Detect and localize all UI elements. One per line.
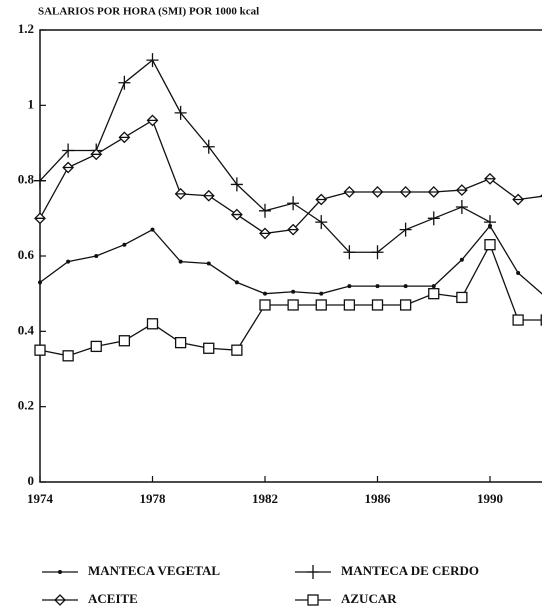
point (230, 177, 243, 192)
series-line (39, 224, 542, 295)
point (62, 143, 75, 158)
y-tick-label: 0.8 (18, 172, 35, 187)
point (34, 173, 46, 188)
point (399, 222, 412, 237)
point (202, 139, 215, 154)
point (455, 184, 468, 197)
point (399, 299, 412, 311)
point (319, 291, 324, 296)
point (343, 186, 356, 198)
point (146, 53, 159, 68)
point (427, 211, 440, 226)
point (259, 203, 271, 218)
plot-frame (39, 29, 542, 483)
y-tick-label: 0.4 (18, 322, 35, 337)
series-line (39, 59, 491, 253)
x-tick-label: 1978 (140, 491, 167, 506)
point (459, 257, 464, 262)
y-tick-label: 0 (28, 473, 35, 488)
point (259, 227, 271, 240)
point (150, 227, 155, 232)
point (315, 215, 328, 230)
legend-label: MANTECA VEGETAL (88, 563, 220, 578)
x-tick-label: 1986 (365, 491, 392, 506)
point (202, 189, 215, 202)
point (34, 212, 46, 225)
point (343, 245, 356, 260)
point (427, 186, 440, 198)
point (174, 336, 187, 349)
point (512, 193, 525, 206)
series-line (39, 119, 542, 235)
y-tick-label: 1 (28, 96, 35, 111)
point (287, 299, 299, 311)
point (58, 570, 62, 574)
point (146, 114, 159, 127)
point (315, 193, 328, 206)
point (146, 318, 159, 330)
point (307, 594, 319, 606)
point (287, 223, 300, 236)
point (371, 186, 384, 198)
x-tick-label: 1982 (252, 491, 278, 506)
point (343, 299, 356, 311)
legend-label: AZUCAR (341, 591, 397, 606)
point (315, 299, 327, 311)
chart-title: SALARIOS POR HORA (SMI) POR 1000 kcal (38, 6, 259, 18)
point (287, 196, 300, 211)
point (62, 161, 75, 174)
point (206, 261, 211, 266)
point (484, 215, 496, 230)
legend-label: MANTECA DE CERDO (341, 563, 479, 578)
point (456, 291, 468, 304)
point (34, 344, 46, 356)
point (230, 208, 243, 221)
point (178, 259, 183, 264)
point (66, 259, 71, 264)
x-tick-label: 1974 (27, 491, 54, 506)
point (38, 280, 42, 285)
point (118, 75, 131, 90)
point (455, 200, 468, 215)
point (203, 342, 215, 354)
point (347, 284, 352, 289)
y-tick-label: 0.6 (18, 247, 35, 262)
point (234, 280, 239, 285)
point (371, 299, 384, 311)
point (54, 594, 66, 606)
point (118, 131, 131, 144)
point (174, 187, 187, 200)
legend-label: ACEITE (88, 591, 138, 606)
point (291, 289, 296, 294)
point (90, 340, 102, 353)
point (94, 254, 99, 258)
point (512, 314, 524, 326)
point (428, 288, 440, 300)
point (371, 245, 384, 260)
point (431, 284, 436, 289)
point (516, 270, 521, 275)
point (118, 335, 131, 347)
point (307, 565, 319, 579)
point (484, 239, 496, 251)
point (90, 148, 103, 161)
x-tick-label: 1990 (477, 491, 503, 506)
point (263, 291, 267, 296)
point (399, 186, 412, 198)
point (484, 172, 496, 185)
point (122, 242, 127, 247)
y-tick-label: 1.2 (18, 21, 34, 36)
point (403, 284, 408, 289)
point (375, 284, 380, 289)
point (231, 344, 243, 356)
point (259, 299, 271, 311)
y-tick-label: 0.2 (18, 398, 34, 413)
point (174, 105, 187, 120)
point (62, 350, 74, 362)
